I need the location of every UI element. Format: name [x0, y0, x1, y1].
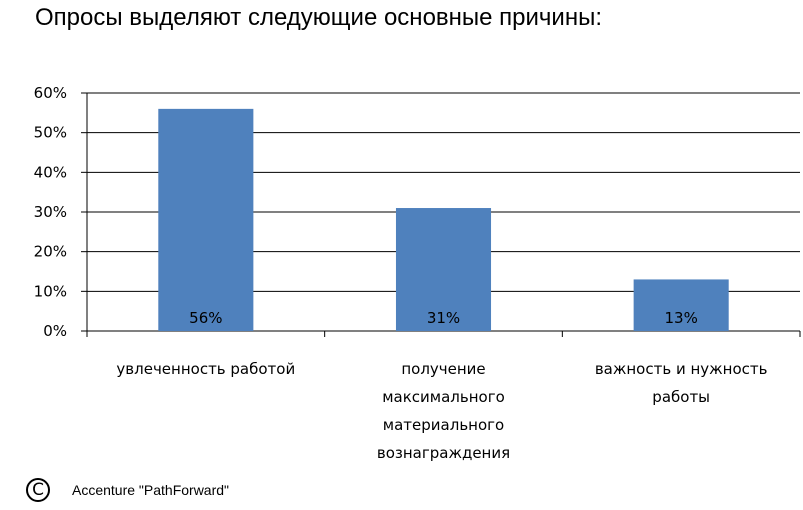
y-tick-label: 10% [34, 282, 67, 300]
bar [158, 108, 254, 331]
x-category-label: максимального [382, 388, 505, 406]
page-title: Опросы выделяют следующие основные причи… [35, 4, 603, 31]
x-category-label: увлеченность работой [116, 360, 295, 378]
y-tick-label: 60% [34, 84, 67, 102]
source-footer: C Accenture "PathForward" [26, 478, 229, 502]
bar [395, 208, 492, 331]
bar-chart: 0% 10% 20% 30% 40% 50% 60% 56% увлеченность рабо… [34, 84, 801, 462]
y-tick-label: 20% [34, 243, 67, 261]
source-text: Accenture "PathForward" [72, 482, 230, 498]
x-category-label: работы [652, 388, 710, 406]
data-label: 31% [427, 309, 460, 327]
y-tick-label: 50% [34, 124, 67, 142]
x-category-label: получение [401, 360, 485, 378]
bar [633, 279, 729, 331]
data-label: 13% [664, 309, 697, 327]
x-category-label: материального [383, 416, 504, 434]
y-tick-label: 40% [34, 163, 67, 181]
x-category-label: важность и нужность [595, 360, 768, 378]
y-tick-label: 30% [34, 203, 67, 221]
data-label: 56% [189, 309, 222, 327]
x-category-label: вознаграждения [377, 444, 510, 462]
y-tick-label: 0% [43, 322, 67, 340]
copyright-icon: C [26, 478, 50, 502]
